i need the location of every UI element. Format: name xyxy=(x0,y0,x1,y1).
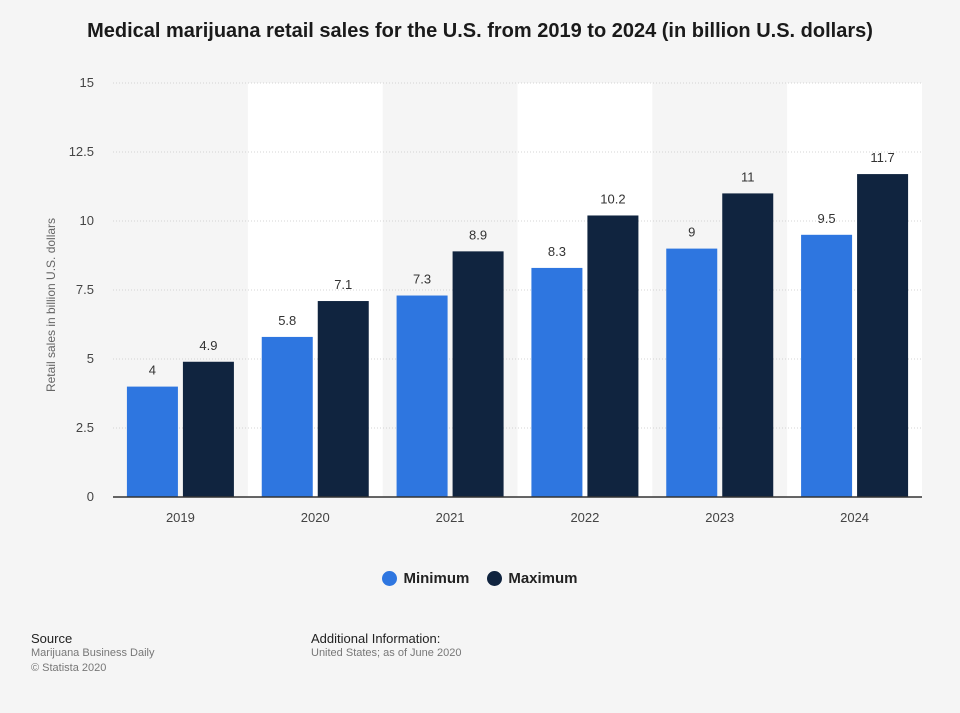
y-tick-label: 2.5 xyxy=(76,420,94,435)
y-tick-label: 0 xyxy=(87,489,94,504)
source-block: Source Marijuana Business Daily © Statis… xyxy=(31,631,155,676)
bar-minimum[interactable] xyxy=(261,336,313,497)
legend-item-maximum[interactable]: Maximum xyxy=(487,570,578,587)
bar-minimum[interactable] xyxy=(666,248,718,497)
data-label: 4.9 xyxy=(199,338,217,353)
legend-label-maximum: Maximum xyxy=(508,570,578,587)
bar-maximum[interactable] xyxy=(452,251,504,497)
y-tick-label: 5 xyxy=(87,351,94,366)
x-tick-label: 2020 xyxy=(301,510,330,525)
x-tick-label: 2022 xyxy=(570,510,599,525)
y-tick-label: 12.5 xyxy=(69,144,94,159)
additional-info-line: United States; as of June 2020 xyxy=(311,647,462,659)
x-tick-label: 2024 xyxy=(840,510,869,525)
data-label: 7.3 xyxy=(413,272,431,287)
data-label: 11.7 xyxy=(870,150,894,165)
copyright-line: © Statista 2020 xyxy=(31,662,107,674)
y-tick-label: 15 xyxy=(80,75,94,90)
data-label: 8.9 xyxy=(469,227,487,242)
bar-maximum[interactable] xyxy=(857,174,909,497)
data-label: 11 xyxy=(741,169,755,184)
bar-minimum[interactable] xyxy=(396,295,448,497)
y-axis-ticks: 0 2.5 5 7.5 10 12.5 15 xyxy=(69,75,94,504)
data-label: 4 xyxy=(149,363,156,378)
legend: Minimum Maximum xyxy=(0,570,960,587)
data-label: 7.1 xyxy=(334,277,352,292)
bar-maximum[interactable] xyxy=(182,361,234,497)
y-tick-label: 10 xyxy=(80,213,94,228)
data-label: 5.8 xyxy=(278,313,296,328)
additional-info-heading: Additional Information: xyxy=(311,631,441,646)
source-heading: Source xyxy=(31,631,73,646)
data-label: 9.5 xyxy=(818,211,836,226)
legend-label-minimum: Minimum xyxy=(403,570,470,587)
x-axis-ticks: 2019 2020 2021 2022 2023 2024 xyxy=(166,510,869,525)
additional-info-block: Additional Information: United States; a… xyxy=(311,631,461,661)
bar-minimum[interactable] xyxy=(531,267,583,497)
chart-title: Medical marijuana retail sales for the U… xyxy=(87,20,873,42)
bar-maximum[interactable] xyxy=(317,301,369,497)
data-label: 10.2 xyxy=(600,191,625,206)
legend-item-minimum[interactable]: Minimum xyxy=(382,570,469,587)
y-tick-label: 7.5 xyxy=(76,282,94,297)
source-line[interactable]: Marijuana Business Daily xyxy=(31,647,155,659)
bar-maximum[interactable] xyxy=(587,215,639,498)
legend-swatch-minimum xyxy=(382,571,398,586)
bar-minimum[interactable] xyxy=(126,386,178,497)
x-tick-label: 2019 xyxy=(166,510,195,525)
data-label: 8.3 xyxy=(548,244,566,259)
y-axis-label: Retail sales in billion U.S. dollars xyxy=(44,218,58,392)
data-label: 9 xyxy=(688,225,695,240)
bar-minimum[interactable] xyxy=(801,234,853,498)
bar-maximum[interactable] xyxy=(722,193,774,497)
bars: 4 4.9 5.8 7.1 7.3 8.9 8.3 10.2 9 11 9.5 11.7 xyxy=(126,150,909,498)
legend-swatch-maximum xyxy=(487,571,503,586)
x-tick-label: 2023 xyxy=(705,510,734,525)
x-tick-label: 2021 xyxy=(436,510,465,525)
